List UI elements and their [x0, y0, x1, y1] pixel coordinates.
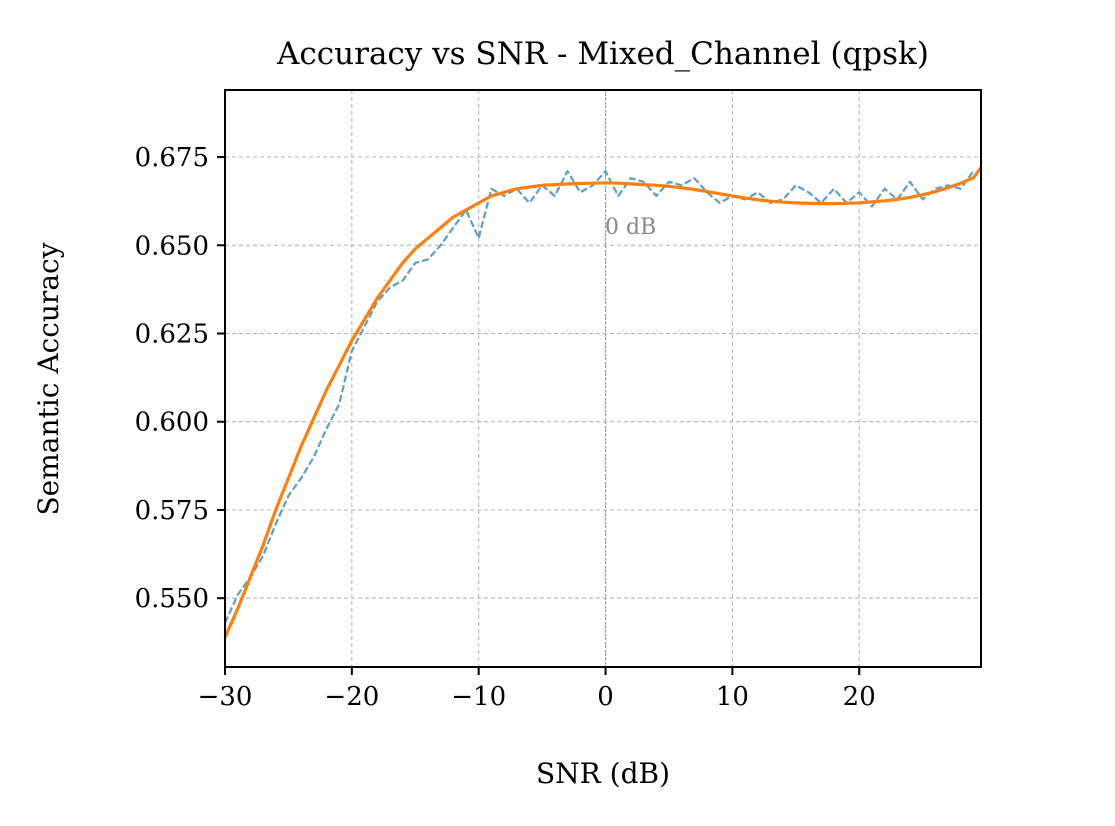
reference-line-label: 0 dB	[605, 215, 656, 240]
y-tick-label: 0.600	[135, 408, 209, 438]
y-tick-label: 0.575	[135, 496, 209, 526]
y-tick-label: 0.650	[135, 231, 209, 261]
x-tick-label: −20	[324, 682, 379, 712]
grid-layer	[224, 90, 981, 667]
y-tick-label: 0.675	[135, 143, 209, 173]
plot-frame	[224, 89, 982, 668]
y-tick-label: 0.625	[135, 320, 209, 350]
x-tick-label: −30	[198, 682, 253, 712]
x-axis-label: SNR (dB)	[536, 757, 670, 790]
smoothed-accuracy-series-line	[223, 166, 983, 638]
x-tick-label: 0	[597, 682, 614, 712]
x-tick-label: −10	[451, 682, 506, 712]
raw-accuracy-series-line	[223, 170, 975, 624]
chart-title: Accuracy vs SNR - Mixed_Channel (qpsk)	[276, 36, 929, 72]
y-axis-label: Semantic Accuracy	[32, 242, 65, 515]
axis-layer: −30 −20 −10 0 10 20 0.550 0.575 0.600 0.625 0.650 0…	[135, 143, 876, 712]
x-tick-label: 10	[716, 682, 749, 712]
y-tick-label: 0.550	[135, 584, 209, 614]
x-tick-label: 20	[843, 682, 876, 712]
series-layer	[223, 166, 983, 638]
